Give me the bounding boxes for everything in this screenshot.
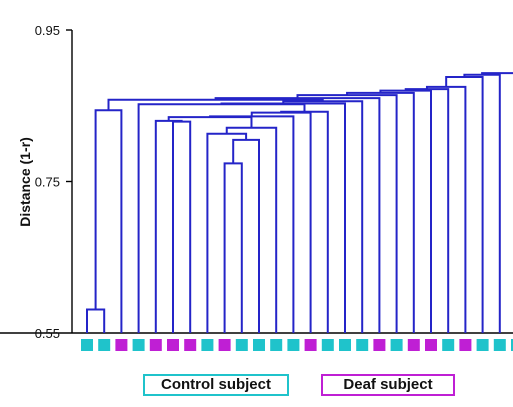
leaf-marker-control (321, 339, 334, 351)
leaf-marker-control (339, 339, 351, 351)
leaf-marker-deaf (218, 339, 231, 351)
dendrogram-link (232, 138, 260, 333)
y-tick-label: 0.55 (35, 326, 60, 341)
leaf-marker-deaf (167, 339, 179, 351)
leaf-marker-control (511, 339, 513, 351)
dendrogram-link (379, 89, 432, 333)
leaf-marker-control (201, 339, 214, 351)
leaf-marker-control (442, 339, 455, 351)
leaf-marker-deaf (373, 339, 386, 351)
dendrogram-link (86, 308, 106, 333)
leaf-marker-control (270, 339, 283, 351)
legend-control-label: Control subject (160, 376, 271, 393)
dendrogram-link (209, 115, 295, 333)
dendrogram-link (172, 120, 192, 333)
leaf-marker-control (132, 339, 145, 351)
dendrogram-link (445, 75, 484, 333)
dendrogram-link (346, 91, 415, 333)
leaf-marker-control (81, 339, 93, 351)
leaf-marker-deaf (115, 339, 128, 351)
leaf-marker-control (98, 339, 111, 351)
leaf-marker-deaf (304, 339, 317, 351)
leaf-marker-deaf (459, 339, 472, 351)
dendrogram-link (137, 103, 306, 333)
dendrogram-link (220, 102, 346, 333)
y-axis-label: Distance (1-r) (17, 137, 33, 226)
y-axis: 0.55 0.75 0.95 Distance (1-r) (0, 23, 513, 341)
leaf-marker-control (476, 339, 489, 351)
dendrogram-link (425, 85, 467, 333)
dendrogram-link (250, 111, 312, 333)
dendrogram-link (296, 94, 398, 333)
leaf-marker-control (493, 339, 506, 351)
leaf-marker-control (235, 339, 248, 351)
dendrogram-link (282, 100, 364, 333)
legend-deaf-subject: Deaf subject (321, 374, 455, 396)
leaf-marker-deaf (425, 339, 437, 351)
dendrogram-link (280, 110, 329, 333)
leaf-marker-deaf (184, 339, 197, 351)
dendrogram-link (481, 72, 513, 75)
leaf-markers (81, 339, 513, 351)
y-tick-label: 0.95 (35, 23, 60, 38)
leaf-marker-control (253, 339, 265, 351)
leaf-marker-control (356, 339, 369, 351)
legend-deaf-label: Deaf subject (343, 376, 433, 393)
dendrogram-links (86, 72, 513, 333)
dendrogram-link (154, 119, 183, 333)
y-tick-label: 0.75 (35, 175, 60, 190)
dendrogram-link (94, 109, 123, 333)
leaf-marker-control (287, 339, 300, 351)
leaf-marker-deaf (149, 339, 162, 351)
legend-control-subject: Control subject (143, 374, 289, 396)
dendrogram-link (404, 88, 450, 333)
dendrogram-link (223, 162, 243, 333)
leaf-marker-deaf (407, 339, 420, 351)
leaf-marker-control (390, 339, 403, 351)
